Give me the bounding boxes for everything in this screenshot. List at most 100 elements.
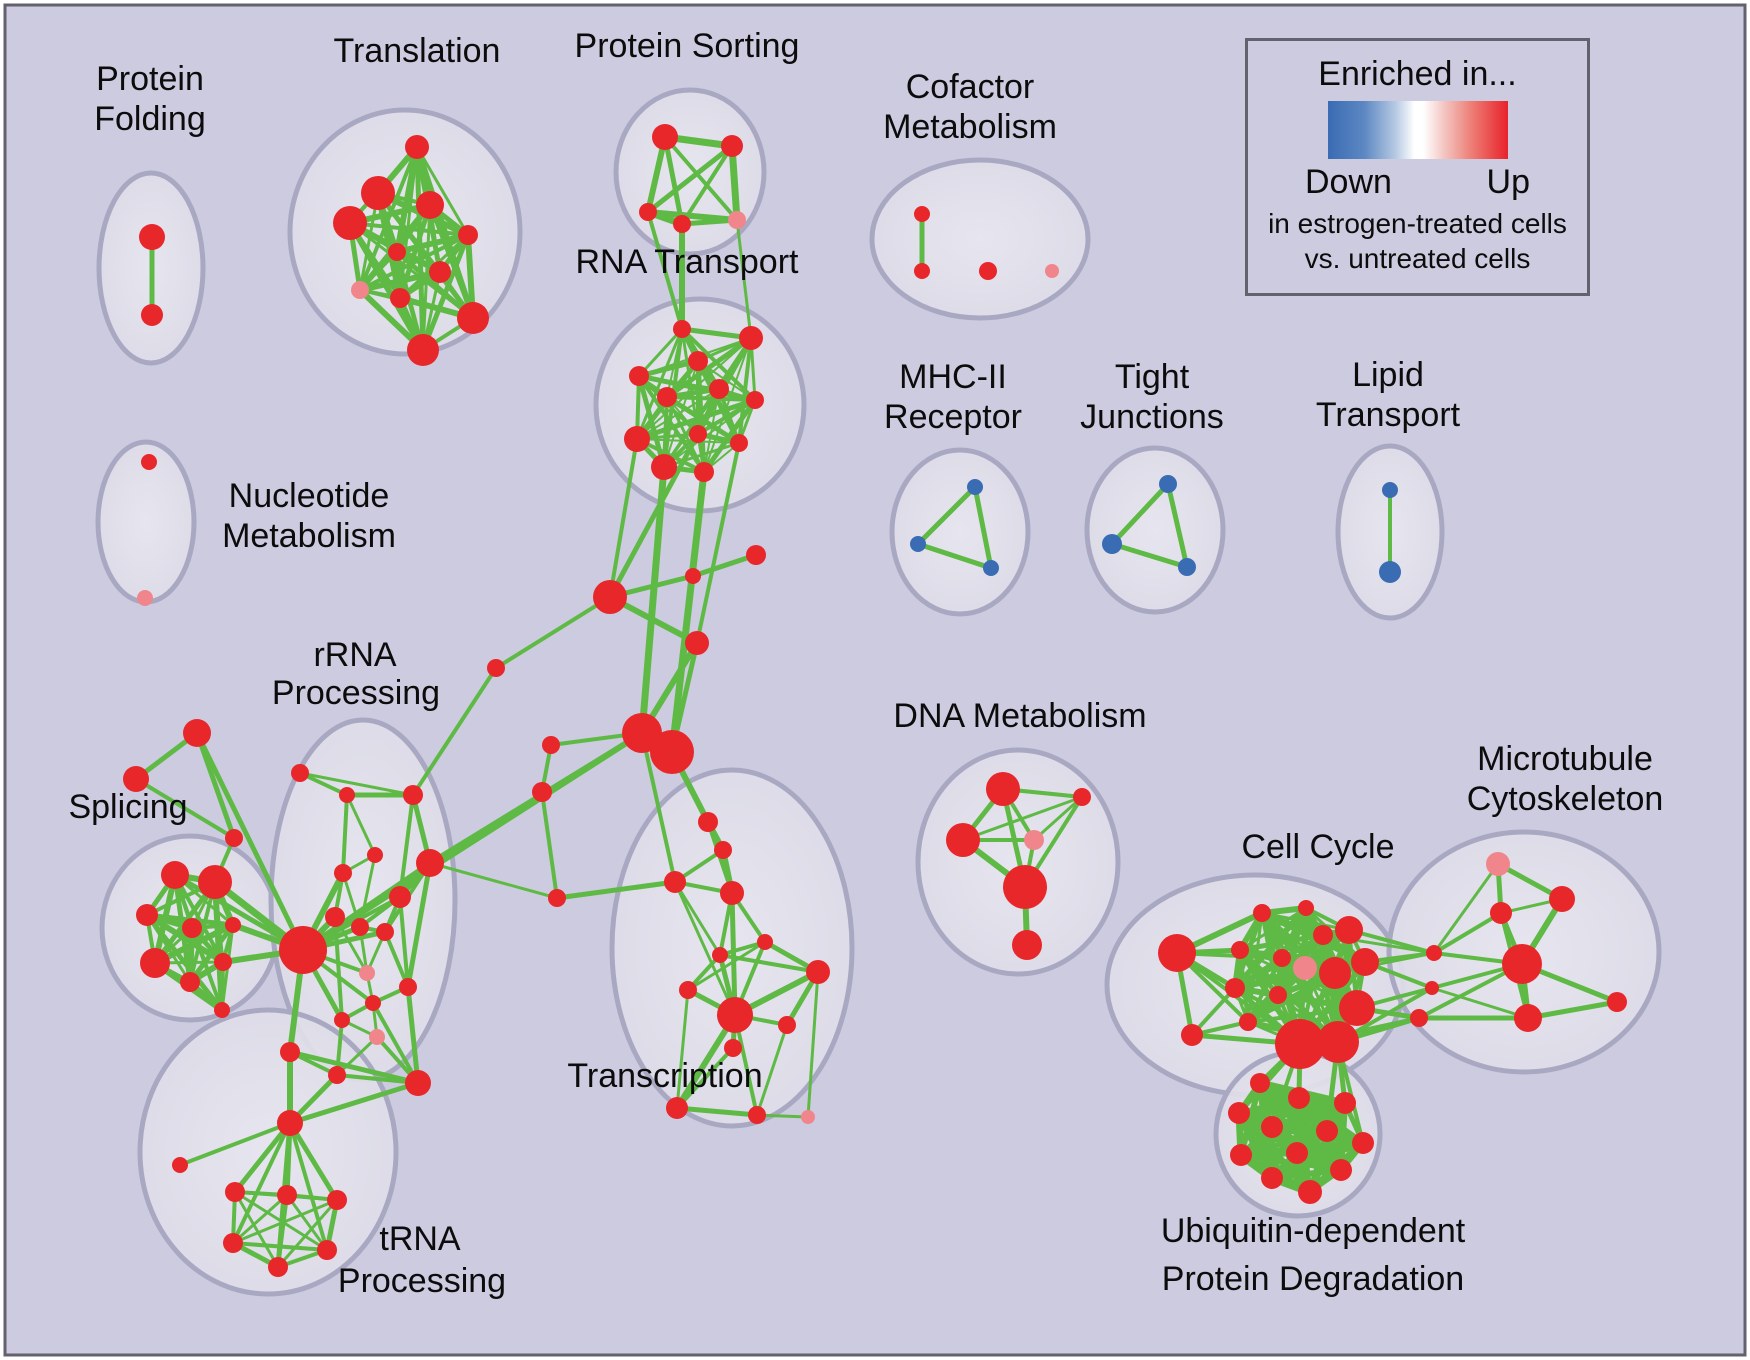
cell-cycle-node-10[interactable] (1351, 948, 1379, 976)
trna-processing-node-6[interactable] (317, 1240, 337, 1260)
microtubule-cytoskeleton-node-3[interactable] (1502, 944, 1542, 984)
rna-transport-node-8[interactable] (689, 425, 707, 443)
mhc-ii-receptor-node-0[interactable] (967, 479, 983, 495)
microtubule-cytoskeleton-node-2[interactable] (1490, 902, 1512, 924)
rrna-processing-node-2[interactable] (403, 785, 423, 805)
ubiquitin-degradation-node-10[interactable] (1261, 1167, 1283, 1189)
rrna-processing-node-7[interactable] (325, 907, 345, 927)
microtubule-cytoskeleton-node-0[interactable] (1486, 852, 1510, 876)
connector-node-5[interactable] (650, 730, 694, 774)
splicing-node-2[interactable] (136, 904, 158, 926)
lipid-transport-node-0[interactable] (1382, 482, 1398, 498)
protein-sorting-node-4[interactable] (728, 211, 746, 229)
microtubule-cytoskeleton-node-5[interactable] (1514, 1004, 1542, 1032)
splicing-triangle-node-1[interactable] (123, 766, 149, 792)
splicing-node-5[interactable] (140, 948, 170, 978)
ubiquitin-degradation-node-8[interactable] (1286, 1142, 1308, 1164)
cell-cycle-node-15[interactable] (1275, 1019, 1325, 1069)
mhc-ii-receptor-node-1[interactable] (910, 536, 926, 552)
rrna-processing-node-14[interactable] (369, 1029, 385, 1045)
rrna-processing-node-17[interactable] (279, 926, 327, 974)
cell-cycle-node-2[interactable] (1298, 900, 1314, 916)
rrna-processing-node-15[interactable] (328, 1066, 346, 1084)
rna-transport-node-2[interactable] (688, 351, 708, 371)
nucleotide-metabolism-node-1[interactable] (137, 590, 153, 606)
translation-node-2[interactable] (416, 191, 444, 219)
trna-processing-node-1[interactable] (172, 1157, 188, 1173)
trna-processing-node-0[interactable] (277, 1110, 303, 1136)
dna-metabolism-node-4[interactable] (1003, 865, 1047, 909)
rna-transport-node-6[interactable] (746, 391, 764, 409)
rrna-processing-node-4[interactable] (334, 864, 352, 882)
rrna-processing-node-18[interactable] (280, 1042, 300, 1062)
cell-cycle-node-4[interactable] (1313, 925, 1333, 945)
ubiquitin-degradation-node-2[interactable] (1334, 1092, 1356, 1114)
ubiquitin-degradation-node-11[interactable] (1298, 1180, 1322, 1204)
transcription-node-11[interactable] (724, 1039, 742, 1057)
trna-processing-node-4[interactable] (327, 1190, 347, 1210)
rrna-processing-node-11[interactable] (399, 978, 417, 996)
rna-transport-node-3[interactable] (629, 366, 649, 386)
splicing-triangle-node-2[interactable] (225, 829, 243, 847)
transcription-node-14[interactable] (801, 1110, 815, 1124)
translation-node-9[interactable] (457, 302, 489, 334)
rrna-processing-node-10[interactable] (359, 965, 375, 981)
ubiquitin-degradation-node-9[interactable] (1330, 1159, 1352, 1181)
rna-transport-node-9[interactable] (730, 434, 748, 452)
cofactor-metabolism-node-0[interactable] (914, 206, 930, 222)
translation-node-1[interactable] (361, 176, 395, 210)
tight-junctions-node-0[interactable] (1159, 475, 1177, 493)
trna-processing-node-7[interactable] (268, 1257, 288, 1277)
dna-metabolism-node-2[interactable] (946, 823, 980, 857)
trna-processing-node-5[interactable] (223, 1233, 243, 1253)
tight-junctions-node-1[interactable] (1102, 534, 1122, 554)
protein-folding-node-0[interactable] (139, 224, 165, 250)
ubiquitin-degradation-node-0[interactable] (1250, 1073, 1270, 1093)
splicing-node-7[interactable] (214, 953, 232, 971)
transcription-node-1[interactable] (714, 841, 732, 859)
translation-node-4[interactable] (458, 225, 478, 245)
mhc-ii-receptor-node-2[interactable] (983, 560, 999, 576)
transcription-node-10[interactable] (778, 1016, 796, 1034)
cofactor-metabolism-node-2[interactable] (979, 262, 997, 280)
rna-transport-node-0[interactable] (673, 320, 691, 338)
microtubule-cytoskeleton-node-1[interactable] (1549, 886, 1575, 912)
cell-cycle-node-8[interactable] (1293, 956, 1317, 980)
cell-cycle-node-19[interactable] (1410, 1009, 1428, 1027)
translation-node-5[interactable] (388, 243, 406, 261)
ubiquitin-degradation-node-6[interactable] (1352, 1132, 1374, 1154)
cell-cycle-node-5[interactable] (1335, 916, 1363, 944)
cell-cycle-node-16[interactable] (1317, 1021, 1359, 1063)
cofactor-metabolism-node-3[interactable] (1045, 264, 1059, 278)
trna-processing-node-3[interactable] (277, 1185, 297, 1205)
rrna-processing-node-6[interactable] (389, 886, 411, 908)
cell-cycle-node-1[interactable] (1181, 1024, 1203, 1046)
connector-node-8[interactable] (487, 659, 505, 677)
splicing-node-4[interactable] (225, 917, 241, 933)
rrna-processing-node-9[interactable] (376, 923, 394, 941)
rrna-processing-node-0[interactable] (291, 764, 309, 782)
rna-transport-node-7[interactable] (624, 426, 650, 452)
trna-processing-node-2[interactable] (225, 1182, 245, 1202)
tight-junctions-node-2[interactable] (1178, 558, 1196, 576)
transcription-node-7[interactable] (806, 960, 830, 984)
rrna-processing-node-3[interactable] (416, 849, 444, 877)
connector-node-3[interactable] (685, 631, 709, 655)
transcription-node-3[interactable] (720, 881, 744, 905)
rrna-processing-node-1[interactable] (339, 787, 355, 803)
splicing-node-3[interactable] (182, 918, 202, 938)
cell-cycle-node-13[interactable] (1239, 1013, 1257, 1031)
translation-node-3[interactable] (333, 206, 367, 240)
splicing-node-0[interactable] (161, 861, 189, 889)
transcription-node-8[interactable] (679, 981, 697, 999)
transcription-node-9[interactable] (717, 997, 753, 1033)
rrna-processing-node-5[interactable] (367, 847, 383, 863)
cell-cycle-node-3[interactable] (1253, 904, 1271, 922)
protein-sorting-node-2[interactable] (639, 203, 657, 221)
nucleotide-metabolism-node-0[interactable] (141, 454, 157, 470)
splicing-triangle-node-0[interactable] (183, 719, 211, 747)
cell-cycle-node-9[interactable] (1319, 957, 1351, 989)
dna-metabolism-node-3[interactable] (1024, 830, 1044, 850)
connector-node-0[interactable] (593, 580, 627, 614)
ubiquitin-degradation-node-7[interactable] (1230, 1144, 1252, 1166)
